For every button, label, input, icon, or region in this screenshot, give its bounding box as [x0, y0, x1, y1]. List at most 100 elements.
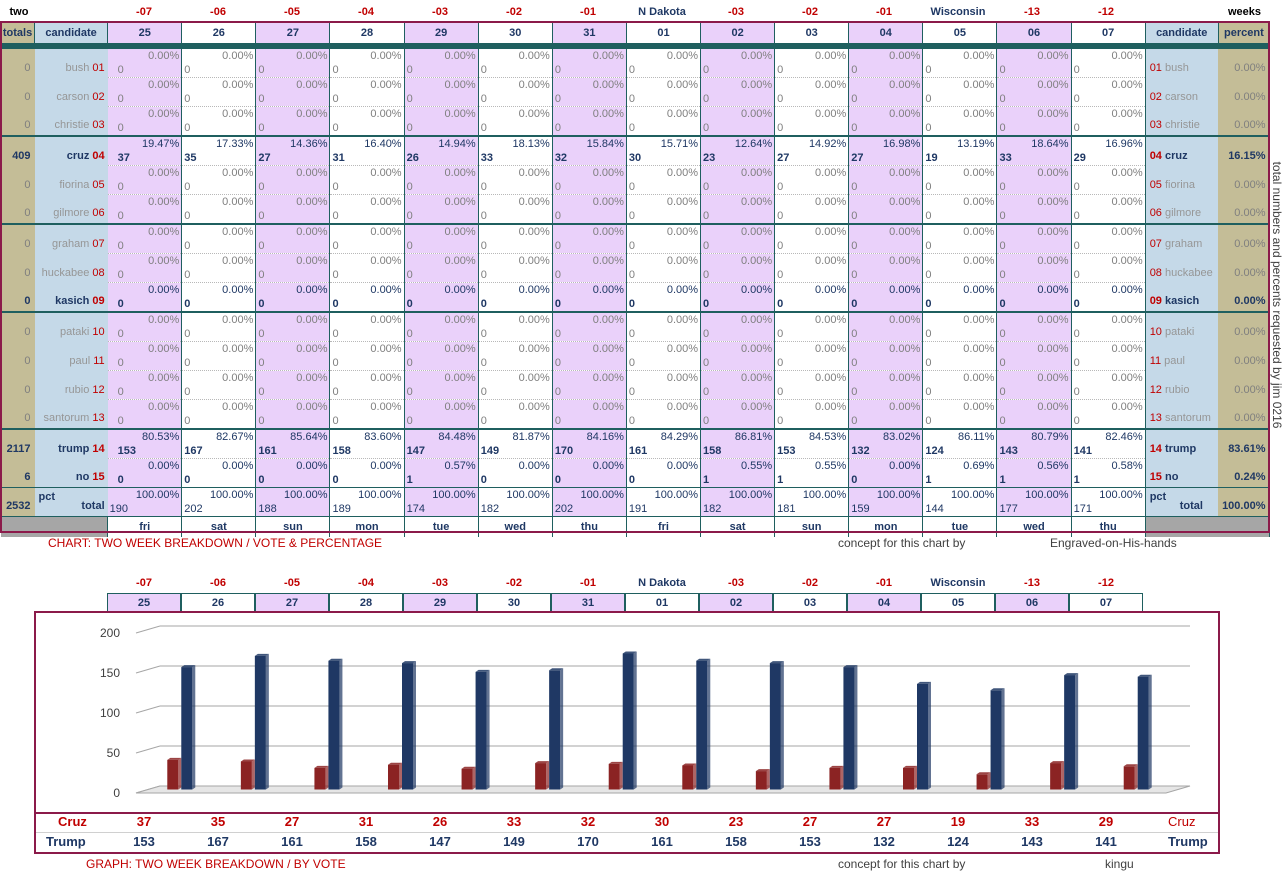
trump-value: 147	[429, 834, 451, 849]
vote-percent: 0.00%	[963, 284, 995, 296]
candidate-label-right: 14 trump	[1145, 429, 1219, 459]
vote-percent: 0.00%	[148, 343, 180, 355]
vote-cell: 0.00% 0	[478, 194, 553, 225]
vote-percent: 0.00%	[370, 167, 402, 179]
vote-percent: 0.00%	[666, 460, 699, 472]
vote-cell: 0.00% 0	[774, 77, 850, 107]
vote-count: 0	[480, 240, 487, 252]
vote-percent: 0.00%	[148, 108, 180, 120]
vote-cell: 0.00% 0	[922, 165, 998, 195]
vote-cell: 0.00% 0	[700, 370, 776, 400]
week-label: Wisconsin	[930, 6, 986, 18]
days-row: fri sat sun mon tue wed thu fri sat sun mon tue wed t…	[0, 516, 1271, 537]
vote-count: 0	[258, 122, 265, 134]
vote-cell: 0.00% 0	[478, 224, 553, 254]
vote-count: 0	[999, 210, 1006, 222]
vote-percent: 0.00%	[963, 167, 995, 179]
daily-total: 181	[777, 503, 796, 515]
trump-bar	[475, 671, 487, 790]
candidate-label-right: 01 bush	[1145, 48, 1219, 78]
vote-percent: 0.00%	[1037, 196, 1069, 208]
vote-cell: 0.00% 0	[1071, 165, 1146, 195]
daily-percent: 100.00%	[876, 489, 921, 501]
day-label: sat	[181, 516, 257, 537]
vote-percent: 0.00%	[370, 255, 402, 267]
vote-count: 0	[406, 93, 413, 105]
vote-cell: 0.00% 0	[996, 224, 1072, 254]
graph-date-label: 29	[403, 593, 477, 612]
vote-count: 0	[117, 328, 124, 340]
trump-bar-side	[854, 665, 858, 790]
candidate-number: 04	[92, 149, 105, 162]
vote-cell: 0.00% 0	[996, 77, 1072, 107]
daily-total-cell: 100.00% 190	[107, 487, 183, 517]
vote-percent: 0.00%	[296, 50, 328, 62]
vote-percent: 0.00%	[740, 196, 773, 208]
vote-cell: 0.00% 0	[774, 370, 850, 400]
cruz-bar-side	[251, 759, 255, 790]
vote-count: 0	[851, 474, 858, 486]
candidate-row-christie: 0 christie 03 0.00% 0 0.00% 0 0.00% 0 0.00% 0 0.00…	[0, 106, 1270, 137]
vote-percent: 0.00%	[740, 255, 773, 267]
week-label: -04	[358, 6, 374, 18]
cruz-bar-cap	[1123, 764, 1138, 767]
vote-count: 0	[999, 64, 1006, 76]
vote-percent: 0.58%	[1111, 460, 1143, 472]
vote-count: 147	[406, 445, 425, 457]
candidate-total: 2117	[0, 429, 35, 459]
vertical-credit: total numbers and percents requested by …	[1270, 161, 1284, 429]
vote-cell: 0.00% 0	[848, 282, 924, 313]
vote-cell: 0.00% 0	[848, 48, 924, 78]
vote-percent: 0.00%	[740, 372, 773, 384]
vote-cell: 0.00% 0	[329, 77, 405, 107]
graph-week-label: -02	[506, 577, 522, 589]
vote-count: 124	[925, 445, 944, 457]
graph-week-label: -12	[1098, 577, 1114, 589]
trump-bar-side	[707, 658, 711, 790]
vote-percent: 0.00%	[592, 255, 624, 267]
vote-cell: 0.00% 0	[922, 370, 998, 400]
candidate-name: santorum	[43, 412, 90, 424]
candidate-name: kasich	[55, 295, 90, 307]
vote-percent: 0.00%	[444, 314, 476, 326]
vote-cell: 17.33% 35	[181, 136, 257, 166]
vote-cell: 0.00% 0	[626, 399, 702, 430]
vote-count: 0	[258, 357, 265, 369]
cruz-bar-side	[472, 766, 476, 790]
vote-percent: 0.00%	[222, 226, 254, 238]
vote-percent: 0.00%	[222, 460, 254, 472]
vote-count: 0	[117, 240, 124, 252]
trump-value: 161	[651, 834, 673, 849]
vote-cell: 0.00% 0	[626, 77, 702, 107]
daily-total: 144	[925, 503, 944, 515]
vote-cell: 0.00% 0	[774, 194, 850, 225]
vote-cell: 0.00% 0	[255, 253, 331, 283]
vote-cell: 0.00% 0	[404, 165, 479, 195]
vote-percent: 0.00%	[740, 284, 773, 296]
vote-percent: 83.60%	[364, 431, 402, 443]
candidate-label: no 15	[34, 458, 108, 488]
cruz-bar-side	[987, 772, 991, 790]
vote-cell: 18.64% 33	[996, 136, 1072, 166]
vote-percent: 0.00%	[222, 255, 254, 267]
vote-count: 158	[332, 445, 351, 457]
vote-count: 0	[777, 415, 784, 427]
graph-week-label: -01	[876, 577, 892, 589]
trump-bar-cap	[254, 653, 269, 656]
header-date: 06	[996, 21, 1072, 44]
vote-count: 0	[117, 415, 124, 427]
vote-cell: 0.00% 0	[848, 77, 924, 107]
cruz-bar-cap	[167, 757, 182, 760]
cruz-bar	[167, 759, 179, 790]
vote-percent: 0.00%	[148, 255, 180, 267]
gridline-depth	[135, 665, 161, 674]
vote-cell: 0.00% 0	[255, 224, 331, 254]
vote-percent: 15.84%	[586, 138, 624, 150]
vote-count: 0	[554, 181, 561, 193]
vote-percent: 0.56%	[1037, 460, 1069, 472]
vote-count: 0	[1073, 415, 1080, 427]
vote-count: 0	[703, 386, 710, 398]
vote-count: 0	[258, 93, 265, 105]
vote-count: 0	[628, 474, 636, 486]
vote-percent: 0.00%	[815, 284, 847, 296]
